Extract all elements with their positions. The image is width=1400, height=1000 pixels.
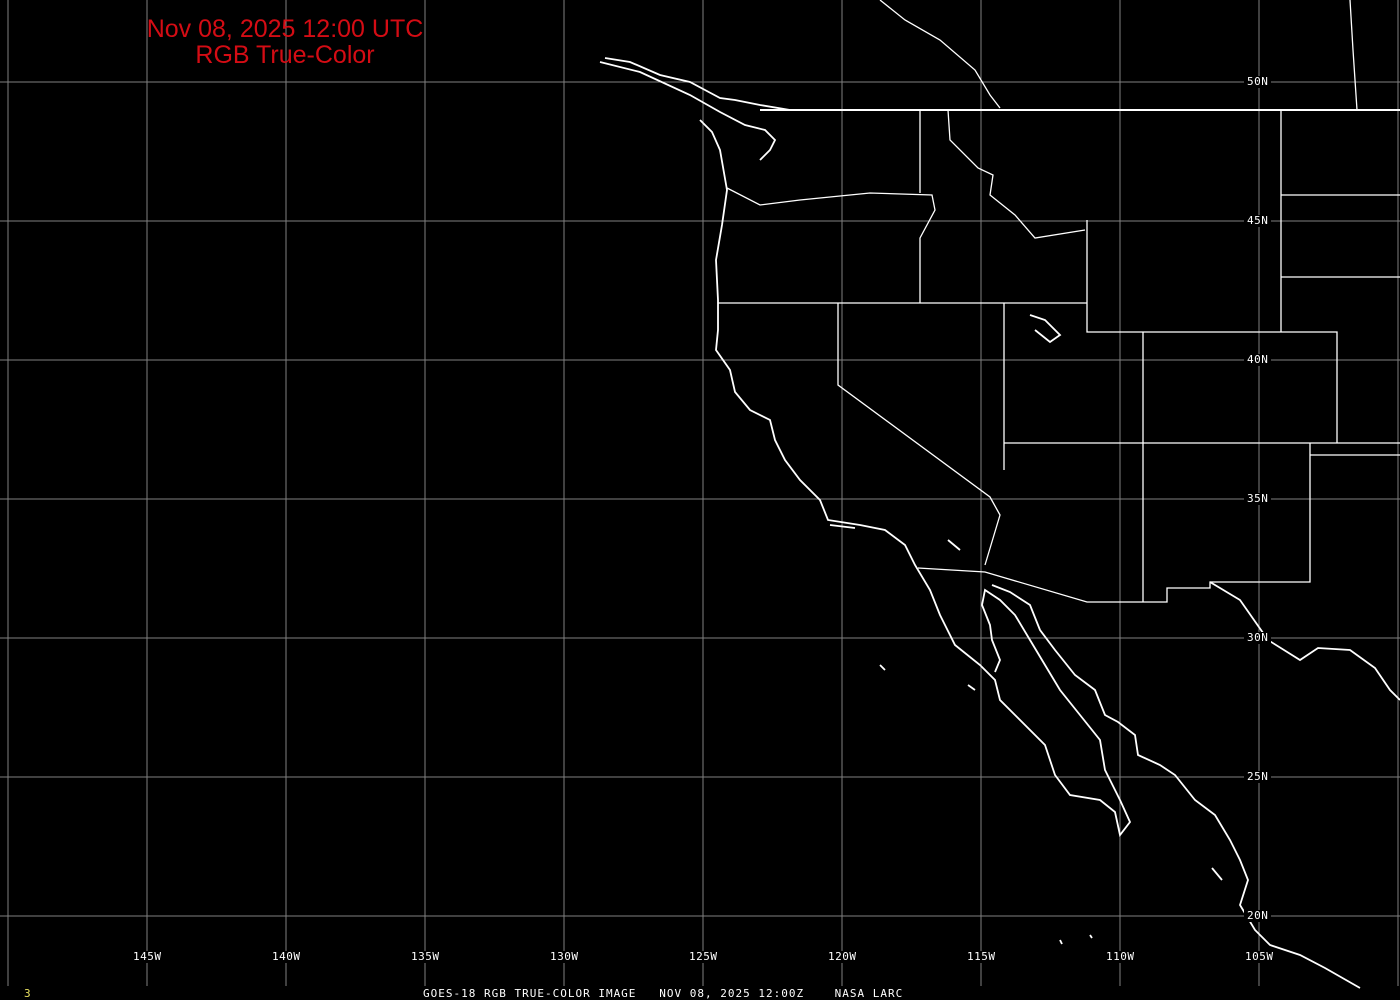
map-title-datetime: Nov 08, 2025 12:00 UTC <box>146 15 424 43</box>
latitude-label: 25N <box>1244 771 1272 783</box>
longitude-label: 145W <box>130 951 165 963</box>
longitude-label: 125W <box>686 951 721 963</box>
latitude-label: 35N <box>1244 493 1272 505</box>
latitude-label: 40N <box>1244 354 1272 366</box>
longitude-label: 135W <box>408 951 443 963</box>
image-caption: GOES-18 RGB TRUE-COLOR IMAGE NOV 08, 202… <box>423 987 904 1000</box>
longitude-label: 110W <box>1103 951 1138 963</box>
longitude-label: 130W <box>547 951 582 963</box>
longitude-label: 115W <box>964 951 999 963</box>
latitude-label: 20N <box>1244 910 1272 922</box>
longitude-label: 120W <box>825 951 860 963</box>
longitude-label: 140W <box>269 951 304 963</box>
latitude-label: 45N <box>1244 215 1272 227</box>
longitude-label: 105W <box>1242 951 1277 963</box>
latitude-label: 30N <box>1244 632 1272 644</box>
map-title-product: RGB True-Color <box>195 41 375 69</box>
latitude-label: 50N <box>1244 76 1272 88</box>
frame-number: 3 <box>24 987 32 1000</box>
coastline <box>599 57 1400 989</box>
political-borders <box>718 0 1400 603</box>
